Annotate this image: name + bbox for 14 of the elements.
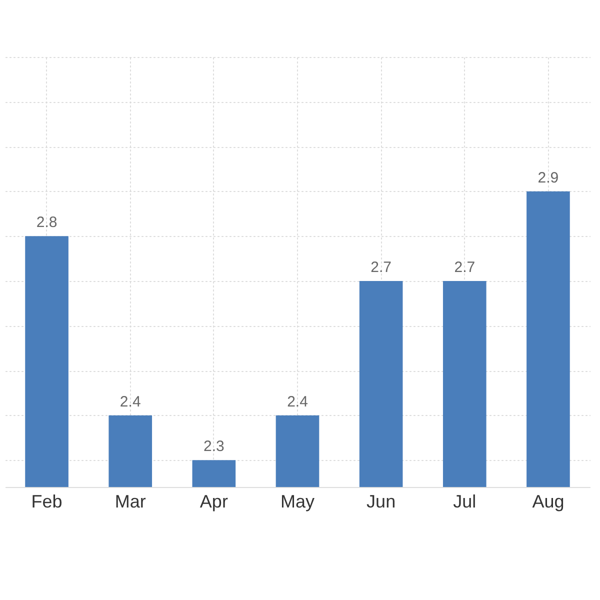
x-tick-label: May bbox=[280, 492, 315, 512]
data-label: 2.3 bbox=[204, 438, 224, 456]
data-label: 2.7 bbox=[454, 258, 476, 276]
x-tick-label: Apr bbox=[200, 492, 228, 512]
x-tick-label: Jun bbox=[366, 492, 396, 512]
data-label: 2.9 bbox=[538, 169, 559, 186]
x-tick-label: Feb bbox=[31, 492, 62, 512]
data-label: 2.4 bbox=[287, 393, 308, 410]
data-label: 2.4 bbox=[120, 393, 141, 410]
data-label: 2.7 bbox=[370, 258, 392, 276]
x-tick-label: Aug bbox=[532, 492, 564, 512]
x-tick-label: Mar bbox=[114, 492, 146, 512]
data-label: 2.8 bbox=[36, 214, 58, 232]
x-tick-label: Jul bbox=[453, 492, 476, 512]
